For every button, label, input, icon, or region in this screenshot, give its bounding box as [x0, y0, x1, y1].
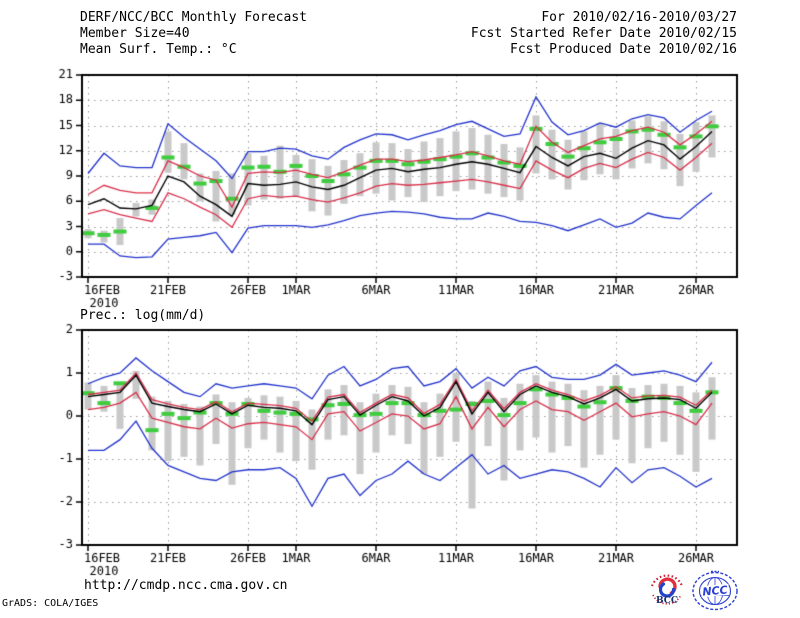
bcc-logo-bottom-text-arc: [652, 594, 682, 605]
refer-date-label: Fcst Started Refer Date 2010/02/15: [470, 26, 737, 41]
member-size-label: Member Size=40: [80, 26, 190, 41]
ncc-logo-text: NCC: [702, 583, 728, 598]
bcc-logo: BCC: [648, 570, 686, 608]
grads-credit: GrADS: COLA/IGES: [2, 598, 99, 609]
produced-date-label: Fcst Produced Date 2010/02/16: [510, 42, 737, 57]
page-title: DERF/NCC/BCC Monthly Forecast: [80, 10, 307, 25]
ncc-logo-band: [700, 583, 730, 598]
variable-label: Mean Surf. Temp.: °C: [80, 42, 237, 57]
precip-panel-label: Prec.: log(mm/d): [80, 308, 206, 323]
footer-url: http://cmdp.ncc.cma.gov.cn: [84, 578, 288, 593]
bcc-logo-top-text-arc: [650, 574, 684, 587]
forecast-range-label: For 2010/02/16-2010/03/27: [541, 10, 737, 25]
ncc-logo-wreath: [692, 571, 738, 611]
bcc-logo-blue-swirl: [658, 582, 676, 598]
bcc-logo-text: BCC: [656, 596, 678, 606]
ncc-logo: NCC: [692, 570, 738, 611]
